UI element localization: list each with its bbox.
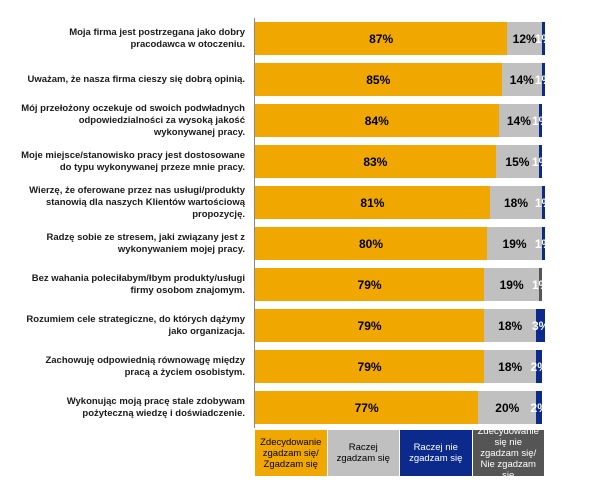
value-label: 80% — [358, 236, 384, 251]
value-label: 1% — [531, 113, 550, 128]
value-label: 19% — [499, 277, 524, 292]
category-label: Moje miejsce/stanowisko pracy jest dosto… — [21, 149, 245, 173]
value-label: 1% — [531, 154, 550, 169]
category-label: Uważam, że nasza firma cieszy się dobrą … — [27, 73, 245, 85]
legend-item: Raczej nie zgadzam się — [400, 430, 472, 476]
value-label: 2% — [530, 359, 548, 374]
bar-segment — [495, 145, 540, 178]
value-label: 1% — [531, 277, 550, 292]
bar-segment — [542, 186, 545, 219]
value-label: 87% — [369, 31, 394, 46]
legend-item: Raczej zgadzam się — [327, 430, 399, 476]
value-label: 14% — [506, 113, 531, 128]
category-label: Mój przełożony oczekuje od swoich podwła… — [21, 102, 245, 138]
value-label: 1% — [534, 236, 553, 251]
value-label: 1% — [534, 195, 553, 210]
bar-segment — [255, 309, 485, 342]
category-label: Wierzę, że oferowane przez nas usługi/pr… — [29, 184, 245, 220]
value-label: 79% — [357, 359, 382, 374]
value-label: 19% — [502, 236, 527, 251]
legend-item: Zdecydowanie się nie zgadzam się/ Nie zg… — [472, 426, 544, 480]
bar-segment — [539, 268, 543, 301]
axis-line — [254, 18, 255, 428]
bar-segment — [255, 186, 490, 219]
bar-segment — [484, 309, 537, 342]
value-label: 20% — [495, 400, 520, 415]
bar-segment — [542, 22, 545, 55]
value-label: 18% — [498, 318, 523, 333]
legend-item: Zdecydowanie zgadzam się/ Zgadzam się — [255, 430, 327, 476]
value-label: 83% — [363, 154, 388, 169]
bar-segment — [255, 391, 479, 424]
bar-segment — [255, 268, 485, 301]
bar-segment — [539, 104, 543, 137]
category-label: Wykonując moją pracę stale zdobywam poży… — [66, 395, 245, 419]
value-label: 1% — [534, 31, 553, 46]
bar-segment — [542, 227, 545, 260]
bar-segment — [255, 145, 496, 178]
bar-segment — [484, 350, 537, 383]
category-label: Bez wahania poleciłabym/łbym produkty/us… — [31, 272, 245, 296]
category-label: Zachowuję odpowiednią równowagę między p… — [45, 354, 245, 378]
value-label: 18% — [503, 195, 528, 210]
value-label: 3% — [531, 318, 550, 333]
bar-segment — [487, 227, 543, 260]
bar-segment — [536, 309, 545, 342]
bar-segment — [484, 268, 540, 301]
bar-segment — [501, 63, 543, 96]
value-label: 15% — [505, 154, 530, 169]
bar-segment — [478, 391, 537, 424]
value-label: 18% — [498, 359, 523, 374]
category-label: Moja firma jest postrzegana jako dobry p… — [69, 26, 245, 50]
bar-segment — [507, 22, 543, 55]
value-label: 1% — [534, 72, 553, 87]
bar-segment — [539, 145, 543, 178]
value-label: 79% — [357, 318, 382, 333]
category-label: Rozumiem cele strategiczne, do których d… — [26, 313, 245, 337]
value-label: 14% — [509, 72, 534, 87]
bar-segment — [536, 391, 543, 424]
value-label: 12% — [512, 31, 537, 46]
value-label: 81% — [360, 195, 385, 210]
bar-segment — [536, 350, 543, 383]
value-label: 77% — [354, 400, 379, 415]
bar-segment — [255, 350, 485, 383]
bar-segment — [255, 227, 487, 260]
value-label: 2% — [530, 400, 548, 415]
bar-segment — [255, 63, 502, 96]
bar-segment — [255, 104, 499, 137]
value-label: 84% — [364, 113, 389, 128]
category-label: Radzę sobie ze stresem, jaki związany je… — [46, 231, 245, 255]
bar-segment — [489, 186, 543, 219]
value-label: 79% — [357, 277, 382, 292]
bar-segment — [542, 63, 545, 96]
bar-segment — [255, 22, 508, 55]
value-label: 85% — [366, 72, 391, 87]
bar-segment — [498, 104, 540, 137]
